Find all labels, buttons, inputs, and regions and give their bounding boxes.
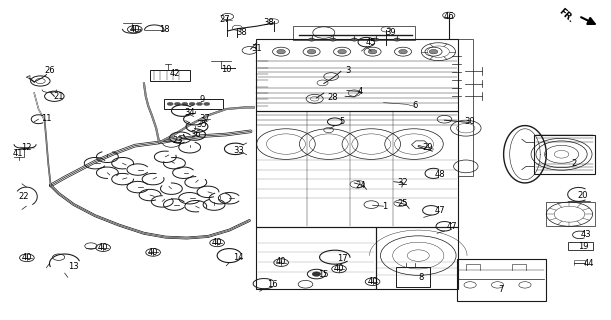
Text: 8: 8: [419, 273, 424, 282]
Text: FR.: FR.: [557, 7, 575, 25]
Circle shape: [167, 102, 173, 106]
Text: 34: 34: [185, 108, 195, 117]
Text: 42: 42: [169, 69, 180, 78]
Text: 39: 39: [386, 28, 396, 37]
Circle shape: [351, 38, 357, 41]
Text: 10: 10: [221, 65, 232, 74]
Text: 16: 16: [266, 280, 277, 289]
Text: 40: 40: [212, 238, 222, 247]
Text: 40: 40: [334, 264, 344, 273]
Text: 4: 4: [357, 87, 363, 96]
Text: 29: 29: [422, 143, 433, 152]
Text: 7: 7: [498, 284, 503, 293]
Circle shape: [373, 38, 379, 41]
Text: 23: 23: [172, 136, 183, 145]
Text: 40: 40: [367, 276, 378, 285]
Text: 14: 14: [233, 253, 244, 262]
Text: 36: 36: [191, 130, 201, 139]
Text: 3: 3: [345, 66, 351, 75]
Circle shape: [196, 102, 202, 106]
Text: 32: 32: [398, 178, 408, 187]
Text: 2: 2: [571, 159, 576, 168]
Text: 48: 48: [434, 170, 445, 179]
Text: 40: 40: [276, 258, 287, 267]
Text: 12: 12: [21, 143, 32, 152]
Text: 40: 40: [130, 25, 140, 34]
Text: 6: 6: [412, 101, 418, 110]
Text: 31: 31: [251, 44, 262, 53]
Text: 40: 40: [148, 248, 158, 257]
Circle shape: [399, 50, 408, 54]
Text: 45: 45: [366, 38, 376, 47]
Text: 20: 20: [577, 190, 588, 200]
Circle shape: [394, 38, 400, 41]
Circle shape: [174, 102, 180, 106]
Circle shape: [277, 50, 285, 54]
Text: 44: 44: [584, 259, 595, 268]
Text: 35: 35: [197, 120, 207, 130]
Text: 30: 30: [465, 117, 475, 126]
Text: 40: 40: [98, 243, 108, 252]
Text: 43: 43: [580, 230, 591, 239]
Circle shape: [430, 50, 438, 54]
Text: 47: 47: [447, 222, 457, 231]
Circle shape: [309, 38, 315, 41]
Text: 47: 47: [434, 206, 445, 215]
Text: 25: 25: [398, 198, 408, 207]
Text: 18: 18: [159, 25, 169, 34]
Text: 1: 1: [382, 202, 387, 211]
Circle shape: [338, 50, 346, 54]
Text: 41: 41: [12, 149, 23, 158]
Circle shape: [307, 50, 316, 54]
Text: 15: 15: [318, 270, 329, 279]
Text: 9: 9: [199, 95, 205, 104]
Text: 21: 21: [53, 92, 64, 101]
Circle shape: [312, 272, 321, 276]
Text: 38: 38: [263, 19, 274, 28]
Text: 19: 19: [577, 242, 588, 251]
Circle shape: [368, 50, 377, 54]
Text: 37: 37: [200, 114, 210, 123]
Text: 38: 38: [236, 28, 247, 37]
Circle shape: [203, 102, 210, 106]
Text: 11: 11: [41, 114, 52, 123]
Text: 5: 5: [340, 117, 345, 126]
Text: 26: 26: [44, 66, 55, 75]
Text: 28: 28: [327, 93, 338, 102]
Circle shape: [181, 102, 188, 106]
Text: 13: 13: [68, 262, 79, 271]
Text: 27: 27: [220, 15, 230, 24]
Text: 22: 22: [18, 192, 29, 201]
Circle shape: [330, 38, 336, 41]
Text: 24: 24: [355, 181, 365, 190]
Circle shape: [189, 102, 195, 106]
Text: 17: 17: [337, 254, 348, 263]
Text: 46: 46: [444, 12, 454, 21]
Text: 33: 33: [233, 146, 244, 155]
Text: 40: 40: [21, 253, 32, 262]
